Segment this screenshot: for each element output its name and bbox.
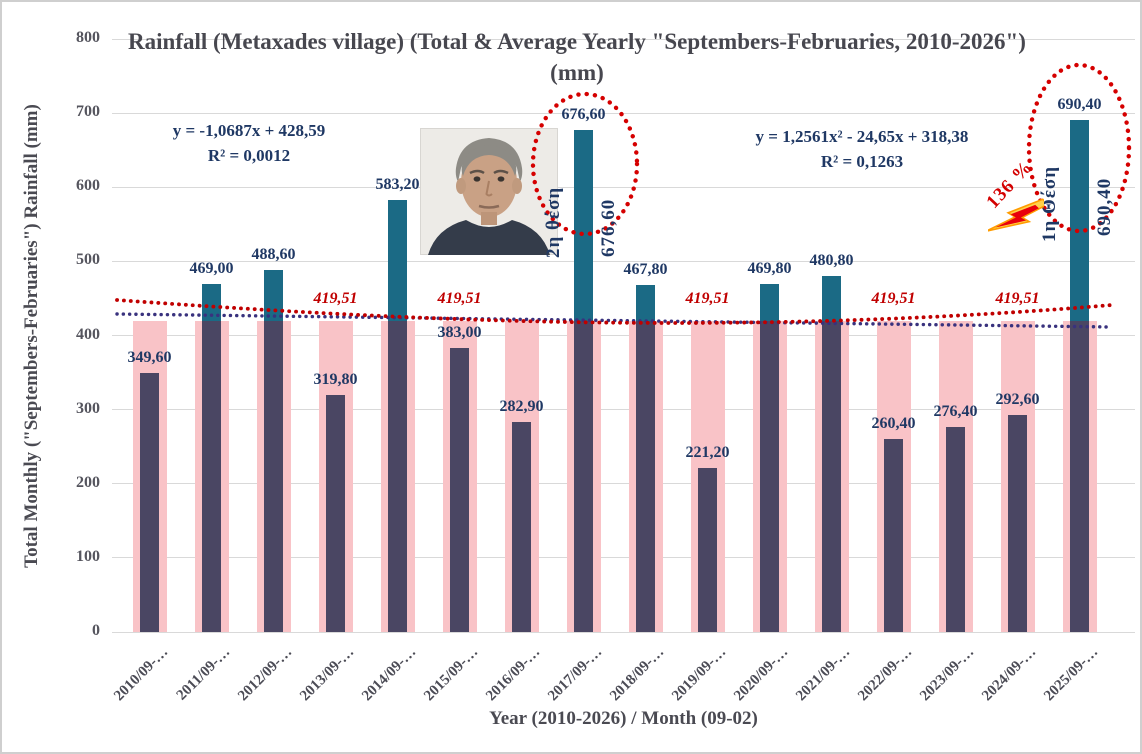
second-place-value-vertical: 676,60 [598, 198, 619, 258]
x-tick-label: 2011/09-… [173, 644, 233, 704]
x-tick-label: 2020/09-… [730, 644, 791, 705]
gridline-800 [112, 38, 1135, 40]
y-tick-label-0: 0 [92, 622, 100, 639]
x-tick-label: 2018/09-… [606, 644, 667, 705]
total-bar [946, 427, 965, 632]
total-bar [388, 321, 407, 632]
x-tick-label: 2015/09-… [420, 644, 481, 705]
x-tick-label: 2023/09-… [916, 644, 977, 705]
y-tick-label-100: 100 [76, 547, 100, 565]
total-bar-above-average [264, 269, 283, 322]
bar-value-label: 349,60 [127, 348, 172, 366]
x-axis-title: Year (2010-2026) / Month (09-02) [489, 708, 758, 729]
x-tick-label: 2014/09-… [358, 644, 419, 705]
bar-value-label: 469,00 [189, 260, 234, 278]
gridline-400 [112, 335, 1135, 336]
total-bar-above-average [822, 275, 841, 322]
total-bar [698, 468, 717, 632]
total-bar [512, 422, 531, 632]
x-tick-label: 2022/09-… [854, 644, 915, 705]
portrait-photo [420, 128, 558, 255]
x-tick-label: 2019/09-… [668, 644, 729, 705]
bar-value-label: 319,80 [313, 370, 358, 388]
linear-trend-equation: y = -1,0687x + 428,59 R² = 0,0012 [124, 118, 374, 168]
total-bar-above-average [388, 199, 407, 322]
x-tick-label: 2017/09-… [544, 644, 605, 705]
average-value-label: 419,51 [871, 290, 916, 307]
gridline-600 [112, 186, 1135, 188]
total-bar [450, 348, 469, 632]
y-tick-label-400: 400 [76, 325, 100, 343]
linear-r2-text: R² = 0,0012 [207, 146, 291, 165]
bar-value-label: 480,80 [809, 251, 854, 269]
x-tick-label: 2012/09-… [234, 644, 295, 705]
lightning-icon [988, 198, 1044, 232]
bar-value-label: 583,20 [375, 175, 420, 193]
polynomial-r2-text: R² = 0,1263 [820, 152, 904, 171]
total-bar [760, 321, 779, 632]
gridline-100 [112, 557, 1135, 559]
gridline-500 [112, 260, 1135, 262]
bar-value-label: 467,80 [623, 261, 668, 279]
total-bar [264, 321, 283, 632]
total-bar [822, 321, 841, 632]
total-bar-above-average [760, 283, 779, 322]
bar-value-label: 282,90 [499, 398, 544, 416]
y-tick-label-800: 800 [76, 29, 100, 46]
x-tick-label: 2016/09-… [482, 644, 543, 705]
shirt [428, 220, 550, 255]
y-tick-label-200: 200 [76, 473, 100, 491]
x-tick-label: 2024/09-… [978, 644, 1039, 705]
first-place-value-vertical: 690,40 [1094, 177, 1115, 237]
y-tick-label-600: 600 [76, 177, 100, 195]
total-bar [1008, 415, 1027, 632]
total-bar [636, 321, 655, 632]
chart-title: Rainfall (Metaxades village) (Total & Av… [128, 29, 1026, 85]
total-bar [326, 394, 345, 632]
total-bar [202, 321, 221, 632]
y-tick-label-300: 300 [76, 399, 100, 417]
y-axis-title: Total Monthly ("Septembers-Februaries") … [21, 104, 42, 568]
total-bar [884, 438, 903, 632]
y-tick-label-700: 700 [76, 103, 100, 121]
total-bar [1070, 321, 1089, 632]
polynomial-trend-equation: y = 1,2561x² - 24,65x + 318,38 R² = 0,12… [707, 124, 1017, 174]
second-place-rank-label: 2η θέση [543, 186, 564, 258]
x-tick-label: 2010/09-… [110, 644, 171, 705]
total-bar-above-average [1070, 120, 1089, 322]
total-bar-above-average [574, 130, 593, 322]
polynomial-equation-text: y = 1,2561x² - 24,65x + 318,38 [755, 127, 969, 146]
bar-value-label: 260,40 [871, 414, 916, 432]
linear-equation-text: y = -1,0687x + 428,59 [172, 121, 326, 140]
bar-value-label: 690,40 [1057, 96, 1102, 114]
bar-value-label: 383,00 [437, 324, 482, 342]
gridline-200 [112, 483, 1135, 485]
bar-value-label: 221,20 [685, 444, 730, 462]
average-value-label: 419,51 [995, 290, 1040, 307]
total-bar [574, 321, 593, 632]
bar-value-label: 292,60 [995, 391, 1040, 409]
x-tick-label: 2021/09-… [792, 644, 853, 705]
gridline-0 [112, 631, 1135, 633]
x-tick-label: 2025/09-… [1040, 644, 1101, 705]
y-tick-label-500: 500 [76, 251, 100, 269]
average-value-label: 419,51 [685, 290, 730, 307]
total-bar-above-average [636, 285, 655, 322]
total-bar-above-average [202, 284, 221, 322]
gridline-300 [112, 409, 1135, 411]
bar-value-label: 676,60 [561, 106, 606, 124]
bar-value-label: 488,60 [251, 245, 296, 263]
bar-value-label: 469,80 [747, 259, 792, 277]
x-tick-label: 2013/09-… [296, 644, 357, 705]
average-value-label: 419,51 [313, 290, 358, 307]
total-bar [140, 372, 159, 632]
average-value-label: 419,51 [437, 290, 482, 307]
bar-value-label: 276,40 [933, 403, 978, 421]
